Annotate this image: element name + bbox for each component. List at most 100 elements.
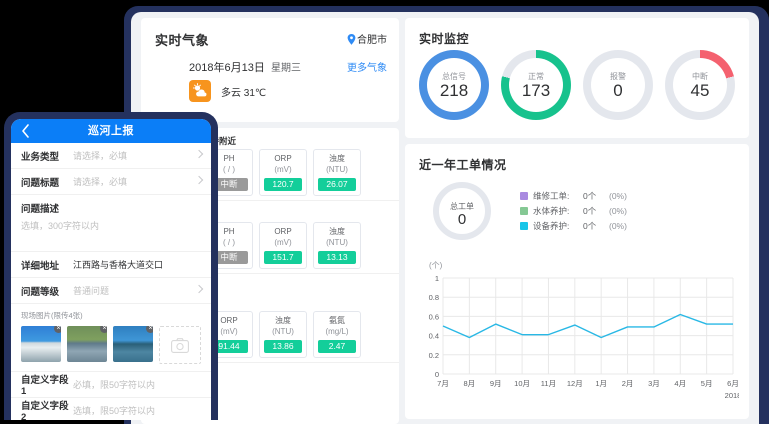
sensor-unit: (NTU) bbox=[326, 238, 348, 247]
field-problem-level[interactable]: 问题等级 普通问题 bbox=[11, 278, 211, 304]
weather-condition: 多云 31℃ bbox=[221, 88, 267, 99]
photo-thumbnail-list: × × × bbox=[21, 326, 201, 364]
x-tick-label: 4月 bbox=[674, 379, 686, 388]
x-tick-label: 5月 bbox=[701, 379, 713, 388]
weather-date: 2018年6月13日 bbox=[189, 62, 265, 74]
gauge-label: 报警 bbox=[610, 72, 626, 81]
sensor-value: 151.7 bbox=[264, 251, 302, 264]
weather-card: 实时气象 合肥市 2018年6月13日 星期三 更多气象 bbox=[141, 18, 399, 122]
sensor-name: ORP bbox=[274, 227, 292, 236]
chevron-left-icon[interactable] bbox=[20, 123, 30, 139]
location-pin-icon bbox=[347, 33, 356, 45]
gauge-hole bbox=[591, 58, 645, 112]
field-problem-description[interactable]: 问题描述 选填，300字符以内 bbox=[11, 195, 211, 252]
sensor-value: 120.7 bbox=[264, 178, 302, 191]
x-tick-label: 11月 bbox=[541, 379, 556, 388]
x-tick-label: 2月 bbox=[622, 379, 634, 388]
y-tick-label: 0.4 bbox=[429, 332, 439, 341]
camera-icon[interactable] bbox=[159, 326, 201, 364]
legend-item: 维修工单: 0个 (0%) bbox=[520, 188, 627, 203]
river-photo-1[interactable]: × bbox=[21, 326, 61, 362]
gauge-value: 173 bbox=[521, 81, 551, 100]
sensor-card-row: PH( / )中断ORP(mV)91.44浊度(NTU)13.86氨氮(mg/L… bbox=[141, 311, 399, 358]
photos-label-text: 现场图片 bbox=[21, 311, 51, 320]
gauge-1: 总信号 218 bbox=[419, 50, 489, 120]
x-tick-label: 7月 bbox=[437, 379, 449, 388]
description-placeholder: 选填，300字符以内 bbox=[21, 221, 100, 231]
legend-count: 0个 bbox=[583, 205, 597, 216]
field-label: 自定义字段1 bbox=[21, 375, 69, 397]
sensor-card: ORP (mV) 91.44 bbox=[205, 311, 253, 358]
sensor-name: ORP bbox=[220, 316, 238, 325]
field-custom-2[interactable]: 自定义字段2 选填，限50字符以内 bbox=[11, 398, 211, 420]
x-tick-label: 8月 bbox=[464, 379, 476, 388]
chevron-right-icon bbox=[194, 149, 204, 159]
sensor-name: PH bbox=[223, 154, 235, 163]
legend-item: 设备养护: 0个 (0%) bbox=[520, 218, 627, 233]
sensor-name: ORP bbox=[274, 154, 292, 163]
legend-swatch bbox=[520, 206, 528, 215]
gauge-hole bbox=[673, 58, 727, 112]
dashboard-content: 实时气象 合肥市 2018年6月13日 星期三 更多气象 bbox=[131, 12, 759, 424]
workorder-title: 近一年工单情况 bbox=[419, 158, 507, 172]
legend-pct: (0%) bbox=[609, 205, 627, 216]
y-tick-label: 1 bbox=[435, 274, 439, 283]
sensor-station[interactable]: 南淝河新安江路桥附近PH( / )中断ORP(mV)91.44浊度(NTU)13… bbox=[141, 274, 399, 363]
legend-name: 设备养护: bbox=[533, 220, 570, 231]
river-photo-2[interactable]: × bbox=[67, 326, 107, 362]
field-detail-address[interactable]: 详细地址 江西路与香格大道交口 bbox=[11, 252, 211, 278]
close-icon[interactable]: × bbox=[54, 326, 61, 333]
river-photo-3[interactable]: × bbox=[113, 326, 153, 362]
field-value: 江西路与香格大道交口 bbox=[73, 260, 164, 270]
sensor-unit: (NTU) bbox=[326, 165, 348, 174]
sensor-unit: ( / ) bbox=[223, 165, 235, 174]
y-tick-label: 0.2 bbox=[429, 351, 439, 360]
field-placeholder: 必填，限50字符以内 bbox=[73, 380, 156, 390]
gauge-2: 正常 173 bbox=[501, 50, 571, 120]
legend-count: 0个 bbox=[583, 190, 597, 201]
x-tick-label: 10月 bbox=[514, 379, 530, 388]
field-problem-title[interactable]: 问题标题 请选择，必填 bbox=[11, 169, 211, 195]
x-tick-label: 9月 bbox=[490, 379, 502, 388]
gauge-value: 45 bbox=[690, 81, 710, 100]
field-label: 问题标题 bbox=[21, 177, 60, 189]
gauge-hole bbox=[427, 58, 481, 112]
field-placeholder: 请选择，必填 bbox=[73, 177, 128, 187]
more-weather-link[interactable]: 更多气象 bbox=[347, 63, 387, 74]
monitor-title: 实时监控 bbox=[419, 32, 470, 46]
legend-name: 水体养护: bbox=[533, 205, 570, 216]
y-tick-label: 0.8 bbox=[429, 293, 439, 302]
chart-unit-label: (个) bbox=[429, 261, 443, 270]
weather-city: 合肥市 bbox=[347, 31, 387, 46]
gauge-3: 报警 0 bbox=[583, 50, 653, 120]
phone-header: 巡河上报 bbox=[11, 119, 211, 143]
workorder-line-chart: (个) 0 0.2 0.4 0.6 0.8 1 7月 8月 9月 10月 11月 12月 1月 2月 3月 4… bbox=[415, 260, 739, 408]
legend-item: 水体养护: 0个 (0%) bbox=[520, 203, 627, 218]
sensor-value: 13.86 bbox=[264, 340, 302, 353]
total-workorder-donut: 总工单 0 bbox=[433, 182, 491, 240]
field-business-type[interactable]: 业务类型 请选择，必填 bbox=[11, 143, 211, 169]
donut-value: 0 bbox=[457, 211, 467, 228]
field-custom-1[interactable]: 自定义字段1 必填，限50字符以内 bbox=[11, 372, 211, 398]
sensor-name: 浊度 bbox=[329, 227, 345, 236]
sensor-card: 浊度 (NTU) 13.13 bbox=[313, 222, 361, 269]
close-icon[interactable]: × bbox=[100, 326, 107, 333]
photos-hint: (限传4张) bbox=[51, 311, 83, 320]
field-label: 问题等级 bbox=[21, 286, 60, 298]
sensor-name: PH bbox=[223, 227, 235, 236]
y-tick-label: 0.6 bbox=[429, 312, 439, 321]
sensor-unit: (mg/L) bbox=[325, 327, 349, 336]
donut-label: 总工单 bbox=[450, 202, 474, 211]
sensor-value: 13.13 bbox=[318, 251, 356, 264]
sensor-unit: (mV) bbox=[274, 238, 292, 247]
sensor-unit: (NTU) bbox=[272, 327, 294, 336]
close-icon[interactable]: × bbox=[146, 326, 153, 333]
legend-count: 0个 bbox=[583, 220, 597, 231]
weather-city-name: 合肥市 bbox=[357, 35, 387, 46]
gauge-label: 中断 bbox=[692, 72, 708, 81]
sensor-value: 中断 bbox=[210, 251, 248, 264]
x-tick-label: 3月 bbox=[648, 379, 660, 388]
field-label: 自定义字段2 bbox=[21, 401, 69, 420]
workorder-legend: 维修工单: 0个 (0%) 水体养护: 0个 (0%) 设备养护: 0个 (0%) bbox=[520, 188, 627, 233]
